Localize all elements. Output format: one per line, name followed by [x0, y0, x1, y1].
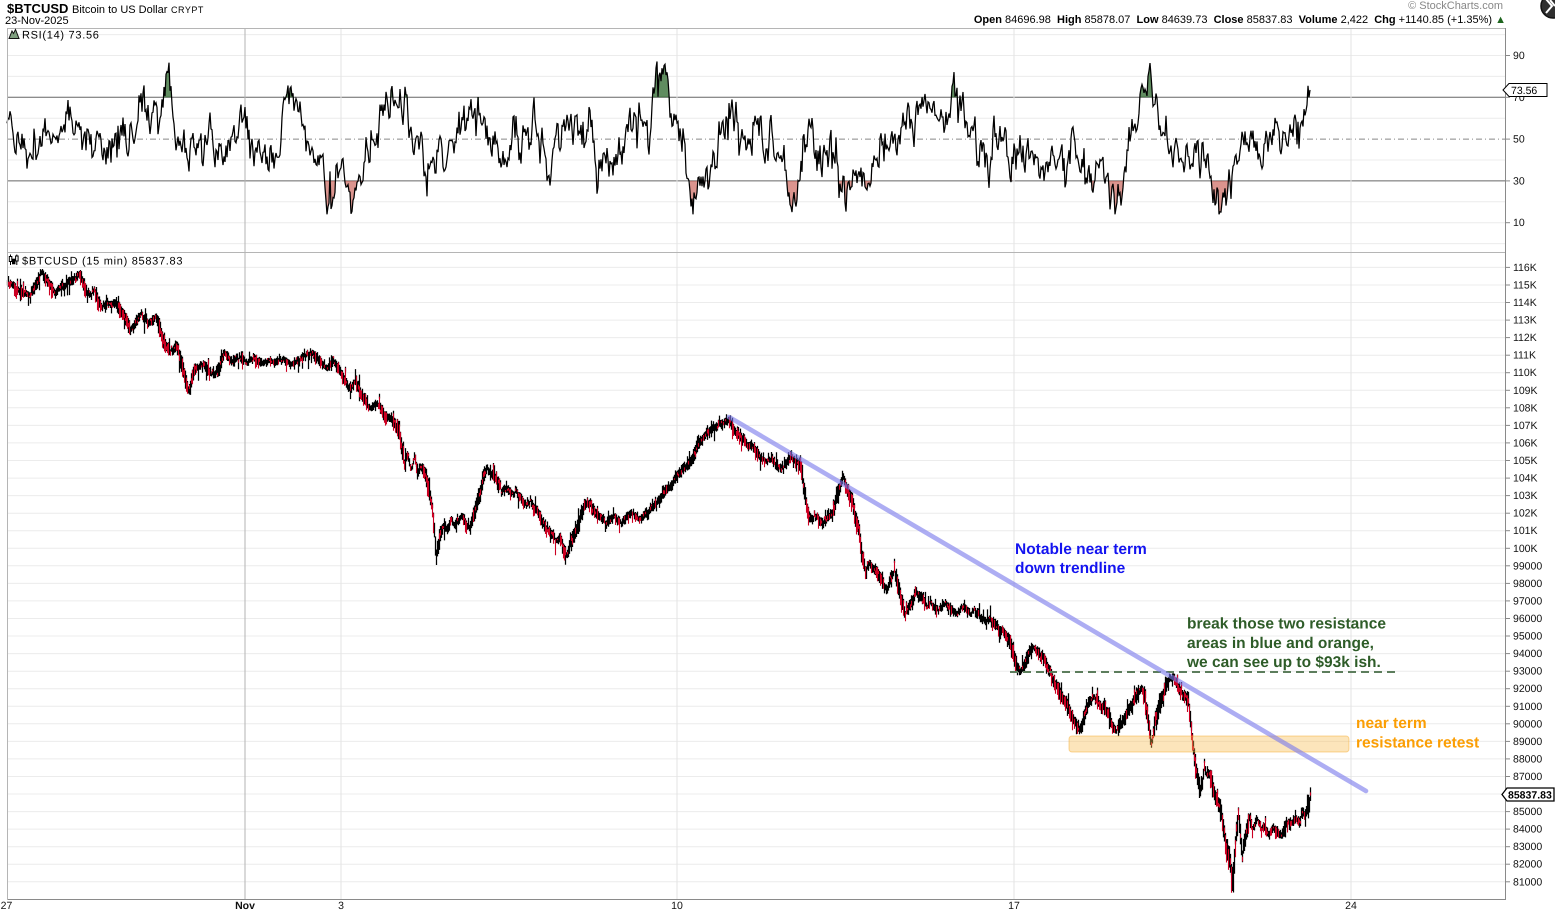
svg-text:103K: 103K: [1513, 490, 1538, 502]
svg-text:100K: 100K: [1513, 543, 1538, 555]
svg-text:83000: 83000: [1513, 841, 1542, 853]
svg-text:92000: 92000: [1513, 683, 1542, 695]
svg-text:88000: 88000: [1513, 753, 1542, 765]
svg-text:85837.83: 85837.83: [1508, 789, 1552, 801]
svg-text:85000: 85000: [1513, 806, 1542, 818]
svg-text:95000: 95000: [1513, 631, 1542, 643]
svg-text:84000: 84000: [1513, 824, 1542, 836]
svg-text:116K: 116K: [1513, 262, 1537, 274]
svg-text:109K: 109K: [1513, 385, 1538, 397]
svg-text:113K: 113K: [1513, 315, 1537, 327]
svg-text:98000: 98000: [1513, 578, 1542, 590]
svg-text:87000: 87000: [1513, 771, 1542, 783]
svg-text:3: 3: [338, 900, 344, 912]
svg-text:115K: 115K: [1513, 280, 1537, 292]
svg-text:areas in blue and orange,: areas in blue and orange,: [1187, 635, 1374, 652]
svg-text:81000: 81000: [1513, 876, 1542, 888]
svg-text:70: 70: [1513, 92, 1525, 104]
svg-text:90: 90: [1513, 50, 1525, 62]
svg-text:Notable near term: Notable near term: [1015, 541, 1147, 558]
svg-text:104K: 104K: [1513, 473, 1538, 485]
svg-text:102K: 102K: [1513, 508, 1538, 520]
svg-text:break those two resistance: break those two resistance: [1187, 616, 1386, 633]
svg-text:resistance retest: resistance retest: [1356, 735, 1479, 752]
svg-text:112K: 112K: [1513, 332, 1537, 344]
svg-text:27: 27: [1, 900, 13, 912]
svg-text:89000: 89000: [1513, 736, 1542, 748]
svg-text:101K: 101K: [1513, 525, 1538, 537]
svg-text:82000: 82000: [1513, 859, 1542, 871]
svg-text:$BTCUSD (15 min) 85837.83: $BTCUSD (15 min) 85837.83: [22, 256, 183, 268]
svg-text:73.56: 73.56: [1511, 85, 1537, 97]
svg-text:106K: 106K: [1513, 437, 1538, 449]
svg-text:near term: near term: [1356, 715, 1427, 732]
svg-text:Nov: Nov: [235, 900, 255, 912]
svg-text:107K: 107K: [1513, 420, 1538, 432]
svg-text:RSI(14) 73.56: RSI(14) 73.56: [22, 30, 100, 42]
svg-text:50: 50: [1513, 134, 1525, 146]
svg-text:111K: 111K: [1513, 350, 1536, 362]
svg-text:10: 10: [671, 900, 683, 912]
svg-text:24: 24: [1345, 900, 1357, 912]
svg-text:94000: 94000: [1513, 648, 1542, 660]
svg-text:93000: 93000: [1513, 666, 1542, 678]
svg-text:30: 30: [1513, 175, 1525, 187]
svg-text:90000: 90000: [1513, 718, 1542, 730]
svg-text:10: 10: [1513, 217, 1525, 229]
svg-text:96000: 96000: [1513, 613, 1542, 625]
svg-text:105K: 105K: [1513, 455, 1538, 467]
svg-text:91000: 91000: [1513, 701, 1542, 713]
svg-text:97000: 97000: [1513, 595, 1542, 607]
svg-text:17: 17: [1008, 900, 1020, 912]
svg-text:down trendline: down trendline: [1015, 560, 1126, 577]
svg-text:108K: 108K: [1513, 402, 1538, 414]
svg-text:99000: 99000: [1513, 560, 1542, 572]
svg-text:110K: 110K: [1513, 367, 1537, 379]
svg-text:we can see up to $93k ish.: we can see up to $93k ish.: [1186, 654, 1381, 671]
svg-text:114K: 114K: [1513, 297, 1537, 309]
